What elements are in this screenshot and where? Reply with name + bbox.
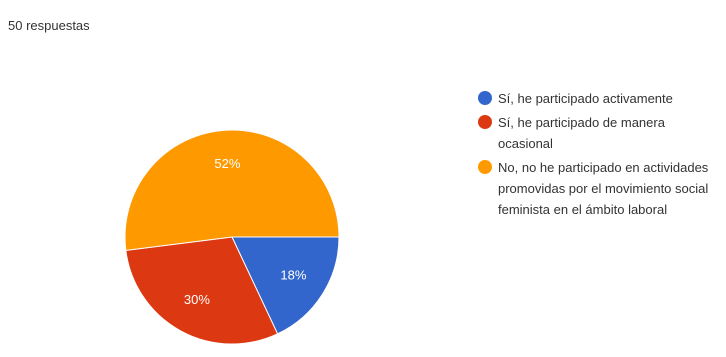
legend-label: Sí, he participado de manera ocasional bbox=[498, 115, 665, 151]
legend-swatch bbox=[478, 115, 492, 129]
pie-slice bbox=[124, 129, 340, 251]
slice-label: 18% bbox=[280, 267, 306, 282]
pie-slice bbox=[231, 236, 340, 335]
slice-label: 30% bbox=[184, 292, 210, 307]
slice-label: 52% bbox=[214, 156, 240, 171]
legend: Sí, he participado activamente Sí, he par… bbox=[478, 88, 718, 223]
legend-swatch bbox=[478, 91, 492, 105]
subtitle: 50 respuestas bbox=[8, 18, 90, 33]
legend-item: No, no he participado en actividades pro… bbox=[478, 157, 718, 220]
legend-label: Sí, he participado activamente bbox=[498, 91, 673, 106]
legend-label: No, no he participado en actividades pro… bbox=[498, 160, 709, 217]
legend-swatch bbox=[478, 160, 492, 174]
legend-item: Sí, he participado activamente bbox=[478, 88, 718, 109]
legend-item: Sí, he participado de manera ocasional bbox=[478, 112, 718, 154]
pie-slice bbox=[125, 236, 279, 345]
